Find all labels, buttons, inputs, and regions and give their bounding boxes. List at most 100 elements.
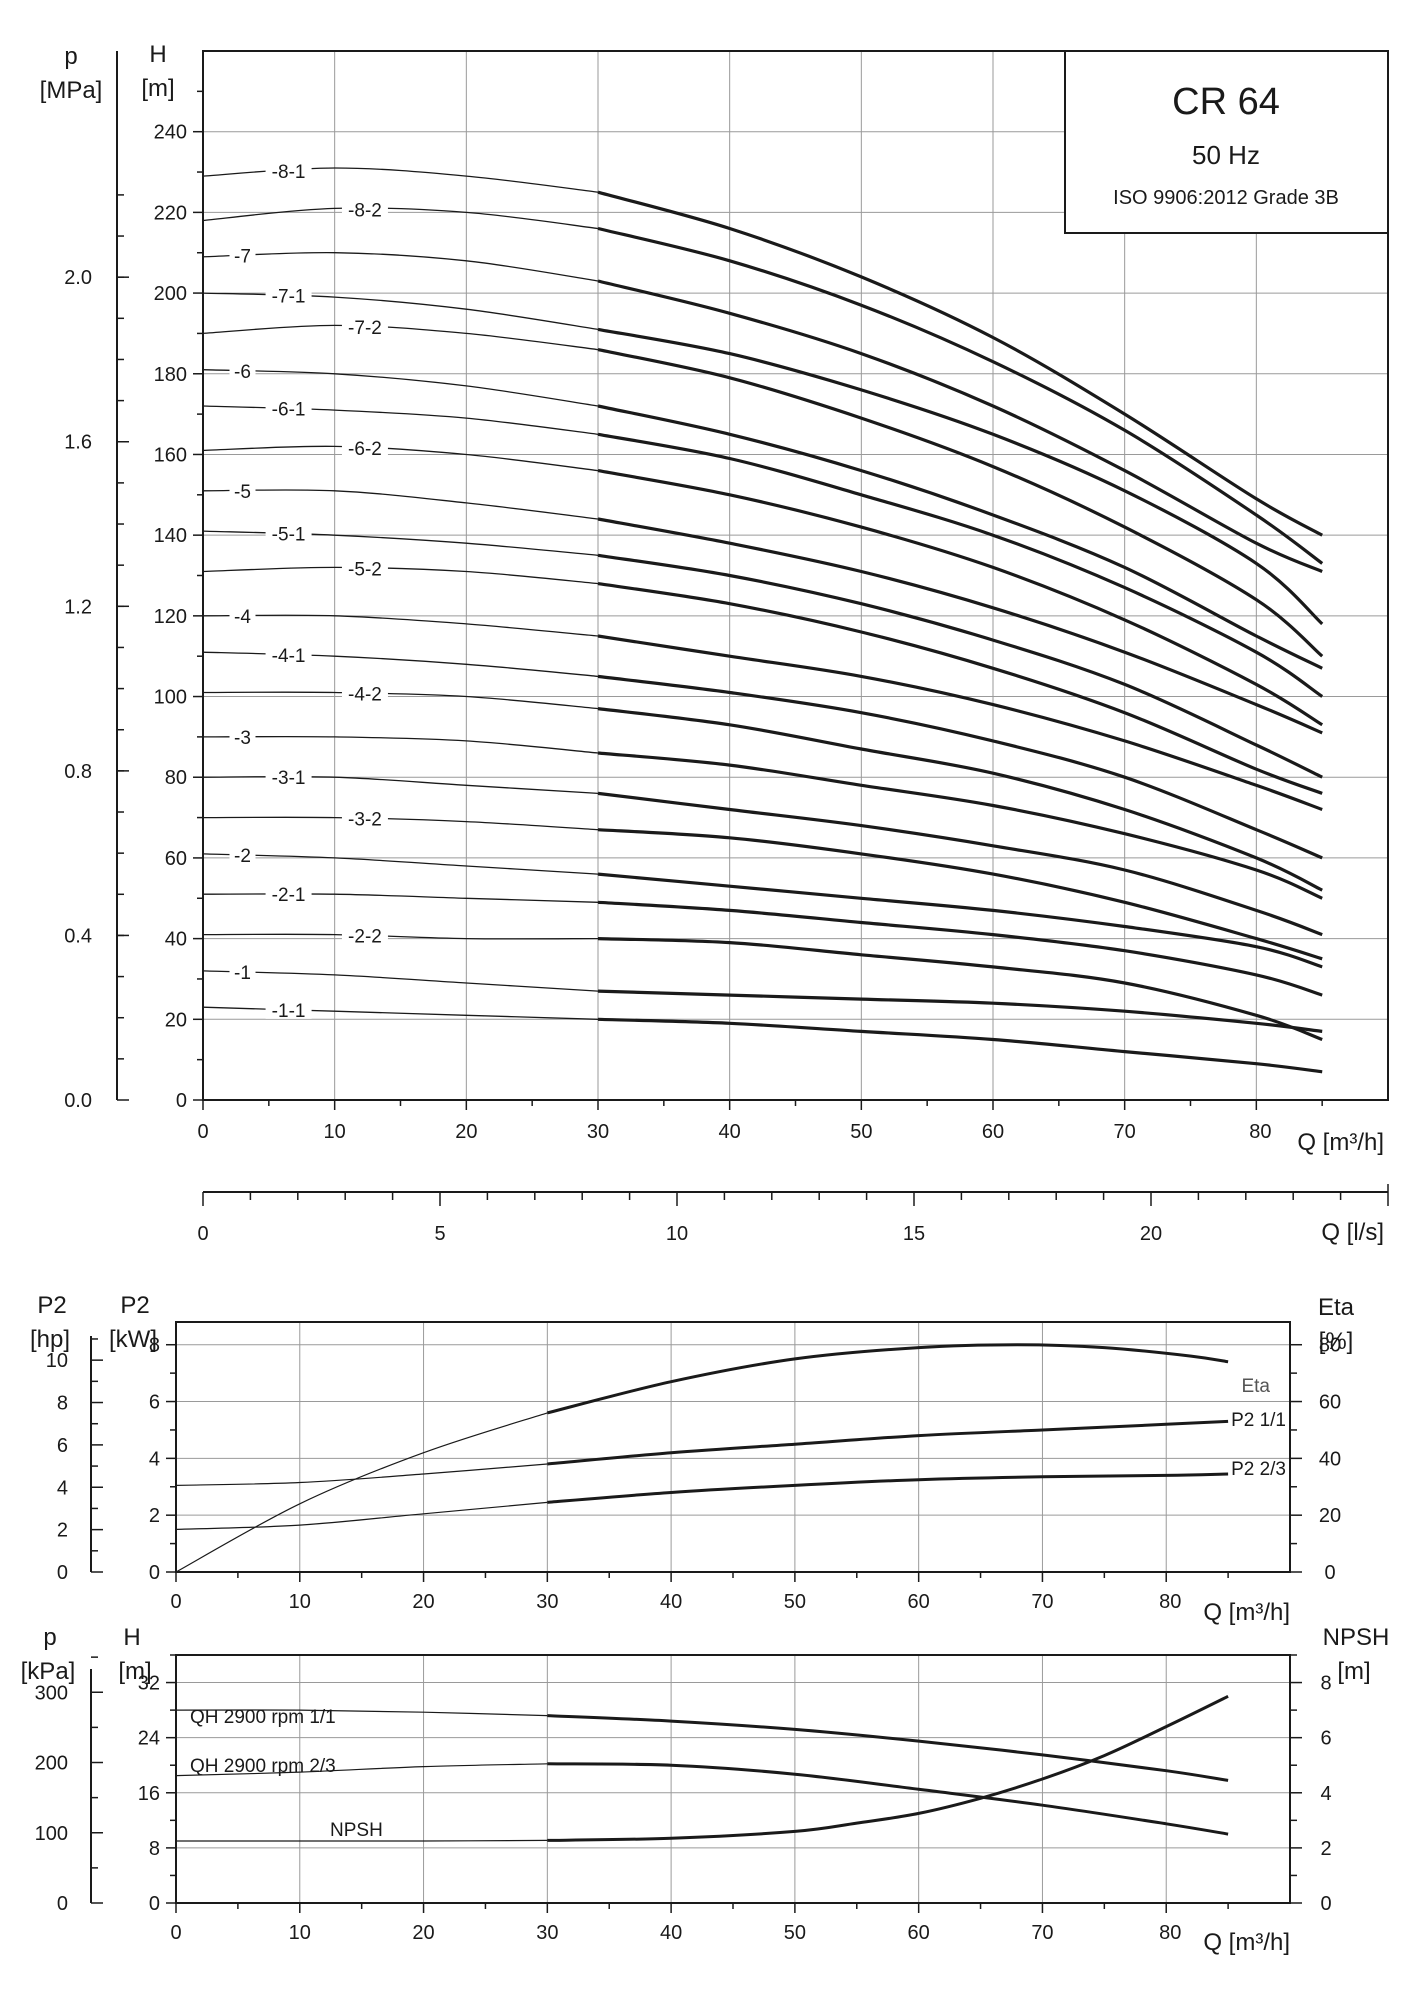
kpa-tick-label: 100	[35, 1823, 68, 1845]
x-tick-label: 40	[719, 1121, 741, 1143]
power-x-axis-title: Q [m³/h]	[1203, 1599, 1290, 1626]
curve-label-bg	[229, 244, 256, 265]
curve-8-1	[597, 190, 1323, 537]
curve-label-8-1: -8-1	[272, 162, 306, 183]
curve-1-low-flow	[202, 970, 599, 992]
curve-label-bg	[229, 961, 256, 982]
curve-label-7: -7	[234, 247, 251, 268]
h-tick-label: 100	[154, 687, 187, 709]
p2-kw-unit: [kW]	[109, 1326, 157, 1353]
curve-Eta	[546, 1343, 1229, 1415]
x-axis-title: Q [m³/h]	[1297, 1129, 1384, 1156]
h-tick-label: 0	[176, 1090, 187, 1112]
kw-tick-label: 4	[149, 1448, 160, 1470]
eta-tick-label: 80	[1319, 1335, 1341, 1357]
curve-label-bg	[341, 682, 388, 703]
x-tick-label: 50	[784, 1922, 806, 1944]
curve-7-low-flow	[202, 251, 599, 282]
curve-label-bg	[229, 479, 256, 500]
x-tick-label: 80	[1159, 1922, 1181, 1944]
curve-4-1-low-flow	[202, 651, 599, 678]
curve-3-2-low-flow	[202, 816, 599, 831]
curve-6-low-flow	[202, 369, 599, 407]
x-tick-label: 50	[850, 1121, 872, 1143]
x-tick-label: 50	[784, 1591, 806, 1613]
hp-tick-label: 2	[57, 1520, 68, 1542]
curve-2-2-low-flow	[202, 933, 599, 940]
h3-title: H	[123, 1624, 140, 1651]
ls-tick-label: 15	[903, 1223, 925, 1245]
h3-unit: [m]	[118, 1658, 151, 1685]
h-tick-label: 16	[138, 1783, 160, 1805]
curve-7	[597, 279, 1323, 573]
p2-hp-title: P2	[37, 1292, 66, 1319]
ls-tick-label: 0	[197, 1223, 208, 1245]
curve-6-2	[597, 469, 1324, 727]
x-tick-label: 60	[908, 1591, 930, 1613]
curve-label-3-2: -3-2	[348, 810, 382, 831]
curve-P2-2-3-low-flow	[175, 1501, 548, 1530]
curve-label-bg	[341, 316, 388, 337]
kw-tick-label: 0	[149, 1562, 160, 1584]
curve-QH-2900-rpm-1-1-low-flow	[175, 1709, 548, 1717]
h-tick-label: 40	[165, 929, 187, 951]
curve-5-1	[597, 553, 1323, 779]
curve-label-2-1: -2-1	[272, 885, 306, 906]
curve-6-2-low-flow	[202, 445, 599, 472]
curve-3-1-low-flow	[202, 775, 599, 795]
curve-7-1	[597, 327, 1324, 626]
npsh-tick-label: 0	[1320, 1893, 1331, 1915]
curve-label-bg	[265, 883, 312, 904]
curve-5-low-flow	[202, 489, 599, 520]
curve-4-low-flow	[202, 614, 599, 637]
p-axis-title: p	[64, 43, 77, 70]
h-tick-label: 80	[165, 767, 187, 789]
p-tick-label: 1.6	[64, 432, 92, 454]
curve-label-2-2: -2-2	[348, 927, 382, 948]
curve-label-5-2: -5-2	[348, 559, 382, 580]
ls-tick-label: 20	[1140, 1223, 1162, 1245]
x-tick-label: 30	[536, 1591, 558, 1613]
curve-5-2-low-flow	[202, 566, 599, 585]
curve-label-bg	[265, 284, 312, 305]
x-tick-label: 70	[1031, 1922, 1053, 1944]
h-tick-label: 60	[165, 848, 187, 870]
npsh-chart-frame	[175, 1654, 1291, 1904]
curve-label-bg	[229, 844, 256, 865]
curve-4	[597, 634, 1323, 812]
x-tick-label: 40	[660, 1922, 682, 1944]
eta-unit: [%]	[1319, 1328, 1354, 1355]
x-tick-label: 20	[412, 1922, 434, 1944]
h-tick-label: 160	[154, 444, 187, 466]
npsh-tick-label: 6	[1320, 1728, 1331, 1750]
npsh-tick-label: 2	[1320, 1838, 1331, 1860]
h-tick-label: 240	[154, 122, 187, 144]
curve-label-bg	[229, 359, 256, 380]
p-tick-label: 0.0	[64, 1090, 92, 1112]
curve-label-NPSH: NPSH	[330, 1820, 383, 1841]
p-tick-label: 1.2	[64, 596, 92, 618]
curve-label-bg	[265, 643, 312, 664]
hp-tick-label: 8	[57, 1393, 68, 1415]
curve-label-bg	[341, 198, 388, 219]
x-tick-label: 80	[1249, 1121, 1271, 1143]
eta-tick-label: 0	[1324, 1562, 1335, 1584]
curve-label-6-2: -6-2	[348, 439, 382, 460]
curve-QH-2900-rpm-2-3-low-flow	[175, 1763, 548, 1777]
eta-tick-label: 60	[1319, 1392, 1341, 1414]
curve-label-bg	[229, 725, 256, 746]
curve-label-bg	[265, 998, 312, 1019]
curve-2-low-flow	[202, 853, 599, 875]
h-tick-label: 0	[149, 1893, 160, 1915]
h-tick-label: 140	[154, 525, 187, 547]
chart-title: CR 64	[1172, 81, 1280, 123]
x-tick-label: 20	[412, 1591, 434, 1613]
curve-label-bg	[265, 522, 312, 543]
curve-label-3-1: -3-1	[272, 768, 306, 789]
curve-label-5: -5	[234, 482, 251, 503]
curve-8-1-low-flow	[202, 167, 599, 193]
curve-6-1-low-flow	[202, 405, 599, 435]
kpa-tick-label: 300	[35, 1682, 68, 1704]
curve-4-1	[597, 674, 1323, 860]
